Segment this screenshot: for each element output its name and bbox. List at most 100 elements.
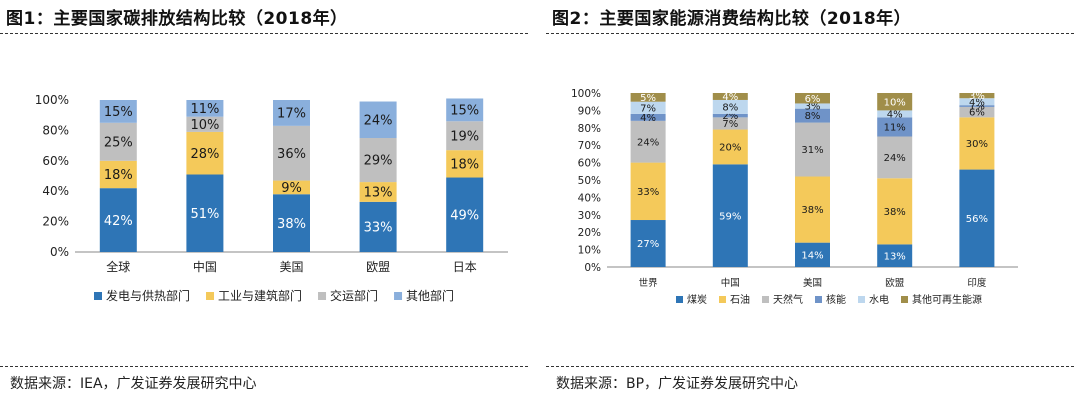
bar-segment — [186, 116, 224, 132]
y-tick-label: 0% — [584, 262, 601, 274]
y-tick-label: 60% — [578, 158, 601, 170]
legend-label: 其他部门 — [406, 288, 454, 303]
legend-label: 其他可再生能源 — [912, 293, 982, 306]
legend-label: 水电 — [869, 293, 889, 306]
bar-segment — [712, 93, 748, 100]
bar-segment — [795, 122, 830, 177]
bar-segment — [446, 121, 484, 151]
legend-label: 发电与供热部门 — [106, 288, 190, 303]
data-label: 8% — [722, 103, 738, 114]
bar-segment — [630, 101, 666, 114]
y-tick-label: 40% — [42, 184, 69, 198]
data-label: 24% — [884, 153, 906, 164]
data-label: 9% — [281, 181, 302, 196]
category-label: 中国 — [193, 259, 217, 274]
data-label: 15% — [104, 105, 133, 120]
data-label: 59% — [719, 211, 741, 222]
data-label: 24% — [364, 113, 393, 128]
category-label: 中国 — [721, 277, 740, 289]
bar-segment — [273, 180, 310, 195]
bar-segment — [630, 162, 666, 221]
data-label: 10% — [884, 97, 906, 108]
bar-segment — [712, 113, 748, 118]
bar-segment — [712, 164, 748, 267]
data-label: 4% — [969, 97, 985, 108]
data-label: 30% — [966, 139, 988, 150]
legend-swatch — [318, 292, 327, 300]
bar-segment — [99, 122, 137, 161]
bar-segment — [630, 113, 666, 121]
category-label: 美国 — [803, 277, 822, 289]
legend-swatch — [206, 292, 215, 300]
legend-swatch — [676, 296, 683, 303]
bar-segment — [99, 188, 137, 252]
data-label: 31% — [801, 145, 823, 156]
bar-segment — [99, 100, 137, 123]
data-label: 38% — [277, 217, 306, 232]
category-label: 欧盟 — [366, 260, 390, 274]
data-label: 6% — [969, 108, 985, 119]
data-label: 18% — [450, 158, 479, 173]
bar-segment — [959, 169, 995, 267]
y-tick-label: 20% — [578, 227, 601, 239]
bar-segment — [877, 110, 913, 118]
y-tick-label: 90% — [578, 105, 601, 117]
bar-segment — [712, 129, 748, 165]
legend-swatch — [394, 292, 403, 300]
bar-segment — [712, 117, 748, 130]
bar-segment — [877, 136, 913, 179]
bar-segment — [446, 98, 484, 122]
category-label: 世界 — [639, 277, 659, 289]
figure-2-bottom-divider — [546, 366, 1074, 367]
bar-segment — [630, 220, 666, 267]
data-label: 19% — [450, 129, 479, 144]
data-label: 10% — [190, 118, 219, 133]
data-label: 51% — [190, 207, 219, 222]
bar-segment — [795, 108, 830, 123]
bar-segment — [186, 131, 224, 175]
category-label: 欧盟 — [885, 277, 905, 289]
data-label: 20% — [719, 143, 741, 154]
y-tick-label: 0% — [50, 245, 69, 259]
bar-segment — [795, 93, 830, 104]
data-label: 56% — [966, 214, 988, 225]
data-label: 24% — [637, 137, 659, 148]
bar-segment — [877, 244, 913, 267]
figure-2-top-divider — [546, 33, 1074, 34]
bar-segment — [795, 103, 830, 109]
category-label: 全球 — [106, 259, 130, 274]
bar-segment — [959, 117, 995, 170]
legend-swatch — [762, 296, 769, 303]
data-label: 5% — [640, 93, 656, 104]
figure-1-source: 数据来源：IEA，广发证券发展研究中心 — [10, 376, 257, 392]
bar-segment — [712, 99, 748, 114]
y-tick-label: 20% — [42, 215, 69, 229]
y-tick-label: 100% — [571, 88, 601, 100]
y-tick-label: 30% — [578, 210, 601, 222]
data-label: 18% — [104, 168, 133, 183]
figure-1-panel: 图1：主要国家碳排放结构比较（2018年） 0% 20% 40% 60% 80% 100%… — [0, 0, 528, 402]
y-tick-label: 60% — [42, 154, 69, 168]
category-label: 日本 — [453, 260, 477, 274]
data-label: 15% — [450, 104, 479, 119]
bar-segment — [359, 138, 397, 183]
figure-1-bottom-divider — [0, 366, 528, 367]
y-tick-label: 10% — [578, 245, 601, 257]
data-label: 11% — [884, 123, 906, 134]
data-label: 4% — [640, 113, 656, 124]
bar-segment — [877, 178, 913, 245]
bar-segment — [186, 100, 224, 117]
bar-segment — [446, 177, 484, 252]
legend-swatch — [719, 296, 726, 303]
bar-segment — [877, 93, 913, 111]
data-label: 49% — [450, 208, 479, 223]
bar-segment — [273, 194, 310, 252]
data-label: 6% — [805, 94, 821, 105]
figure-2-title: 图2：主要国家能源消费结构比较（2018年） — [552, 9, 912, 29]
bar-segment — [273, 125, 310, 181]
bar-segment — [359, 101, 397, 138]
data-label: 8% — [805, 111, 821, 122]
figure-2-panel: 图2：主要国家能源消费结构比较（2018年） 0% 10% 20% 30% 40% 50%… — [546, 0, 1074, 402]
figure-1-chart: 0% 20% 40% 60% 80% 100% 42% 18% 25% 15% 全球 51% 28% 10… — [35, 93, 508, 303]
data-label: 38% — [884, 207, 906, 218]
